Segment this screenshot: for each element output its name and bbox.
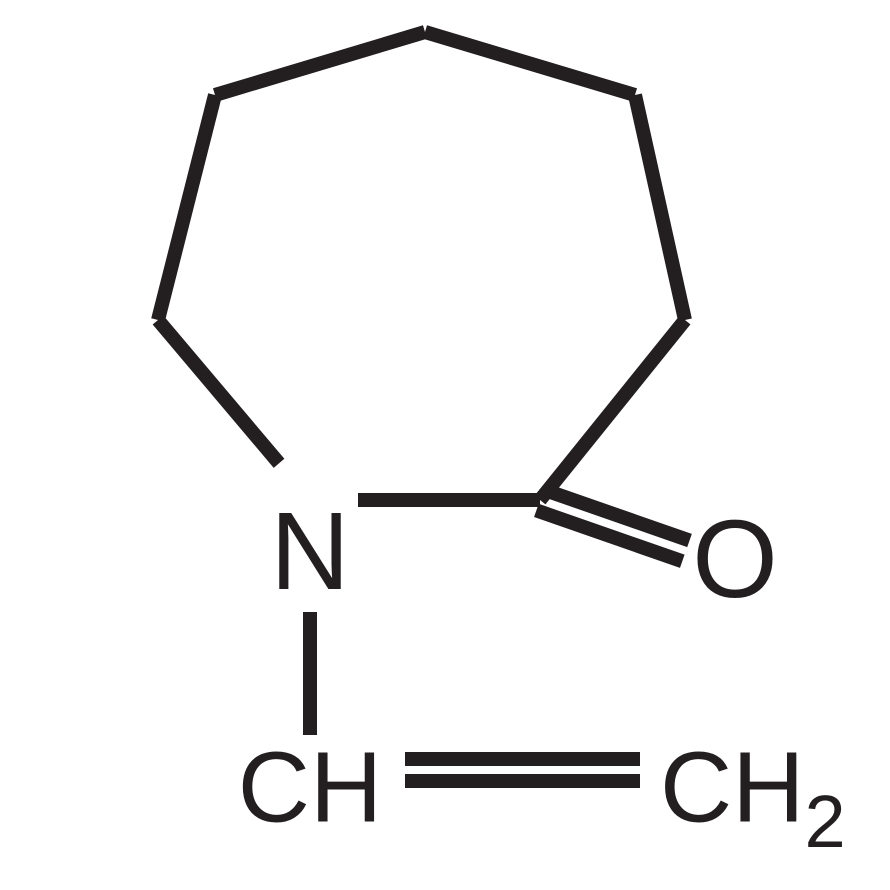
atom-label-CH2: CH2 — [660, 731, 846, 862]
bond — [425, 32, 635, 95]
atom-label-CH: CH — [238, 731, 382, 843]
bond — [635, 95, 685, 320]
chemical-structure: N O CH CH2 — [0, 0, 890, 890]
bond — [540, 320, 685, 500]
bond — [158, 95, 215, 320]
atom-label-N: N — [270, 490, 349, 613]
atom-label-O: O — [692, 498, 778, 621]
bond — [215, 32, 425, 95]
bond — [158, 320, 279, 463]
